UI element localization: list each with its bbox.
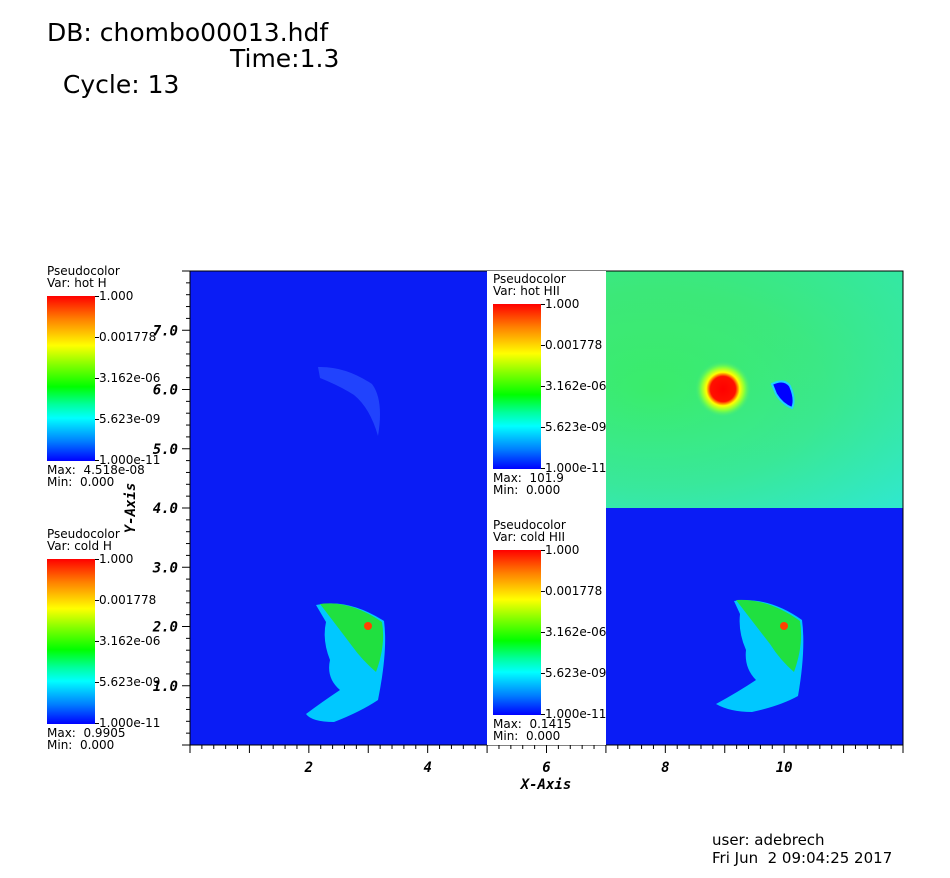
colorbar-tick [95,682,99,683]
y-tick-label: 4.0 [153,501,178,517]
colorbar-tick [95,337,99,338]
database-title: DB: chombo00013.hdf [47,18,329,47]
hot-h-clump [318,366,380,436]
legend-min: Min: 0.000 [47,738,115,752]
hot-hii-source [695,361,751,417]
legend-title: Pseudocolor [47,264,120,278]
cold-h-hotspot [364,622,372,630]
legend-title: Pseudocolor [493,518,566,532]
colorbar-tick [541,468,545,469]
colorbar-tick [95,378,99,379]
colorbar-tick [95,723,99,724]
colorbar-label: 0.001778 [99,593,157,607]
colorbar-label: 5.623e-09 [545,420,607,434]
legend-min: Min: 0.000 [493,729,561,743]
colorbar-tick [541,427,545,428]
colorbar-label: 0.001778 [545,338,603,352]
colorbar-label: 5.623e-09 [545,666,607,680]
colorbar-label: 3.162e-06 [545,625,607,639]
colorbar-tick [541,632,545,633]
colorbar [47,296,95,461]
colorbar-label: 3.162e-06 [99,634,161,648]
legend-var: Var: hot H [47,276,107,290]
colorbar-label: 1.000 [545,297,580,311]
y-tick-label: 1.0 [153,679,178,695]
x-tick-label: 4 [423,760,431,776]
colorbar-tick [541,304,545,305]
legend-max: Max: 101.9 [493,471,564,485]
colorbar-label: 1.000e-11 [99,453,161,467]
colorbar-label: 1.000e-11 [545,461,607,475]
colorbar-label: 5.623e-09 [99,412,161,426]
cycle-time-line: Cycle: 13 Time:1.3 [47,46,339,124]
colorbar-label: 3.162e-06 [545,379,607,393]
cold-hii-hotspot [780,622,788,630]
colorbar-tick [541,714,545,715]
colorbar [47,559,95,724]
colorbar-tick [541,386,545,387]
y-tick-label: 6.0 [153,383,178,399]
legend-title: Pseudocolor [47,527,120,541]
legend-max: Max: 0.9905 [47,726,126,740]
cycle-label: Cycle: 13 [62,70,180,99]
legend-var: Var: hot HII [493,284,560,298]
colorbar-tick [95,600,99,601]
y-tick-label: 3.0 [152,560,178,576]
panel-hot-h [190,271,487,508]
legend-min: Min: 0.000 [47,475,115,489]
colorbar-label: 3.162e-06 [99,371,161,385]
time-label: Time:1.3 [230,44,340,73]
footer-date: Fri Jun 2 09:04:25 2017 [712,849,893,867]
y-tick-label: 5.0 [153,442,178,458]
legend-title: Pseudocolor [493,272,566,286]
colorbar-tick [95,419,99,420]
colorbar [493,304,541,469]
colorbar-tick [95,296,99,297]
colorbar-label: 0.001778 [545,584,603,598]
colorbar-label: 1.000e-11 [99,716,161,730]
footer-user: user: adebrech [712,831,825,849]
x-tick-label: 8 [661,760,669,776]
colorbar-tick [541,591,545,592]
colorbar-tick [541,550,545,551]
colorbar-tick [95,460,99,461]
legend-var: Var: cold H [47,539,112,553]
colorbar-label: 1.000 [99,289,134,303]
colorbar-label: 1.000 [545,543,580,557]
y-tick-label: 2.0 [152,620,178,636]
x-tick-label: 2 [304,760,313,776]
x-tick-label: 10 [776,760,793,776]
cold-hii-clump-core [736,599,802,672]
y-tick-label: 7.0 [153,323,178,339]
y-axis-label: Y-Axis [123,483,139,534]
colorbar-tick [95,559,99,560]
colorbar [493,550,541,715]
colorbar-tick [541,345,545,346]
colorbar-tick [95,641,99,642]
colorbar-tick [541,673,545,674]
legend-min: Min: 0.000 [493,483,561,497]
colorbar-label: 1.000e-11 [545,707,607,721]
colorbar-label: 5.623e-09 [99,675,161,689]
hot-hii-shadow [770,380,795,410]
colorbar-label: 1.000 [99,552,134,566]
colorbar-label: 0.001778 [99,330,157,344]
cold-h-clump-core [320,603,384,672]
legend-var: Var: cold HII [493,530,566,544]
legend-max: Max: 0.1415 [493,717,572,731]
legend-max: Max: 4.518e-08 [47,463,145,477]
x-axis-label: X-Axis [520,777,572,793]
axis-ticks: 2 4 6 8 10 1.0 2.0 3.0 4.0 5.0 6.0 7.0 [152,270,904,776]
x-tick-label: 6 [542,760,550,776]
